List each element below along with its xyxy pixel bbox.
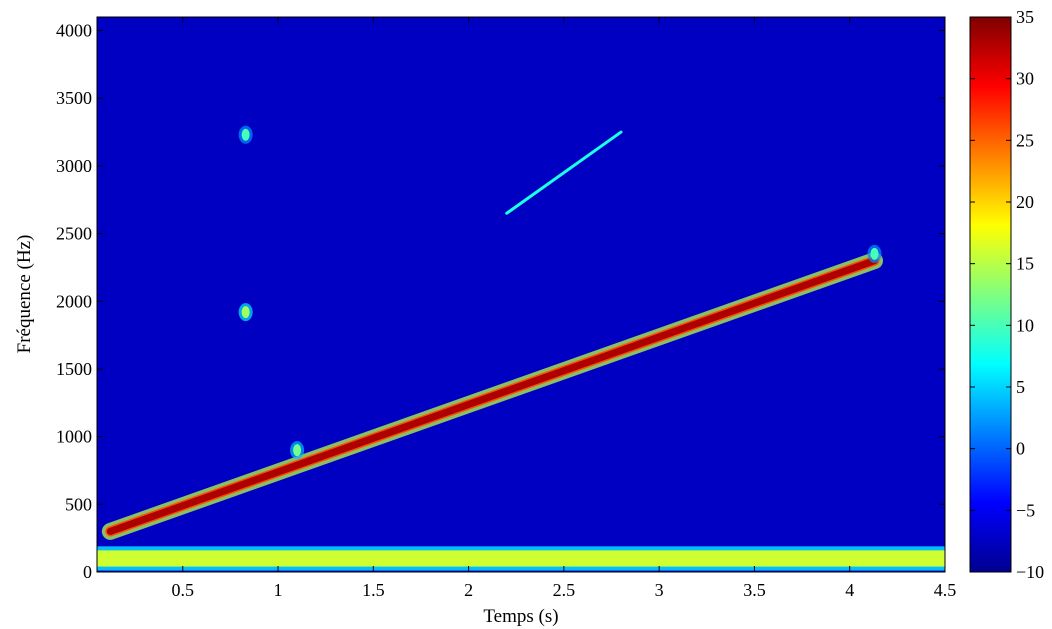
plot-frame	[96, 16, 946, 573]
y-axis-ticks: 0 500 1000 1500 2000 2500 3000 3500 4000	[56, 21, 945, 582]
plot-area: 0.5 1 1.5 2 2.5 3 3.5 4 4.5 0 500 1000 1500 2000 2500…	[56, 16, 957, 600]
heatmap-chirp	[106, 257, 878, 535]
colorbar-tick-label: 15	[1016, 254, 1034, 274]
heatmap-feature-7	[867, 244, 882, 263]
heatmap-feature-3	[505, 130, 623, 215]
heatmap-feature-2	[97, 546, 945, 571]
heatmap-blob	[241, 306, 250, 319]
heatmap-blob	[870, 247, 879, 260]
x-tick-label: 3	[655, 580, 664, 600]
x-axis-label: Temps (s)	[483, 606, 558, 627]
y-tick-label: 500	[65, 494, 92, 514]
x-tick-label: 3.5	[743, 580, 766, 600]
heatmap-harmonic-streak	[505, 130, 623, 215]
y-tick-label: 1000	[56, 427, 92, 447]
y-tick-label: 0	[83, 562, 92, 582]
colorbar-ticks: −10 −5 0 5 10 15 20 25 30 35	[970, 7, 1044, 582]
x-axis-ticks: 0.5 1 1.5 2 2.5 3 3.5 4 4.5	[172, 17, 957, 600]
heatmap-feature-4	[238, 303, 253, 322]
heatmap-feature-5	[238, 125, 253, 144]
y-tick-label: 4000	[56, 21, 92, 41]
heatmap-band	[97, 550, 945, 567]
colorbar-tick-label: 0	[1016, 439, 1025, 459]
colorbar-tick-label: 20	[1016, 192, 1034, 212]
colorbar-tick-label: 30	[1016, 69, 1034, 89]
y-tick-label: 1500	[56, 359, 92, 379]
colorbar-tick-label: 35	[1016, 7, 1034, 27]
heatmap-feature-1	[101, 252, 883, 540]
x-tick-label: 4	[845, 580, 854, 600]
x-tick-label: 0.5	[172, 580, 195, 600]
colorbar: −10 −5 0 5 10 15 20 25 30 35	[969, 7, 1044, 582]
colorbar-tick-label: 5	[1016, 377, 1025, 397]
x-tick-label: 2.5	[553, 580, 576, 600]
y-axis-label: Fréquence (Hz)	[14, 235, 35, 354]
x-tick-label: 4.5	[934, 580, 957, 600]
y-tick-label: 2000	[56, 291, 92, 311]
heatmap-cells	[97, 125, 945, 571]
colorbar-tick-label: 10	[1016, 315, 1034, 335]
colorbar-tick-label: 25	[1016, 130, 1034, 150]
colorbar-tick-label: −10	[1016, 562, 1044, 582]
y-tick-label: 2500	[56, 224, 92, 244]
colorbar-tick-label: −5	[1016, 500, 1035, 520]
x-tick-label: 2	[464, 580, 473, 600]
y-tick-label: 3500	[56, 88, 92, 108]
heatmap-blob	[241, 128, 250, 141]
colorbar-gradient	[969, 16, 1012, 573]
x-tick-label: 1	[274, 580, 283, 600]
heatmap-blob	[293, 444, 302, 457]
heatmap-feature-6	[290, 441, 305, 460]
x-tick-label: 1.5	[362, 580, 385, 600]
y-tick-label: 3000	[56, 156, 92, 176]
